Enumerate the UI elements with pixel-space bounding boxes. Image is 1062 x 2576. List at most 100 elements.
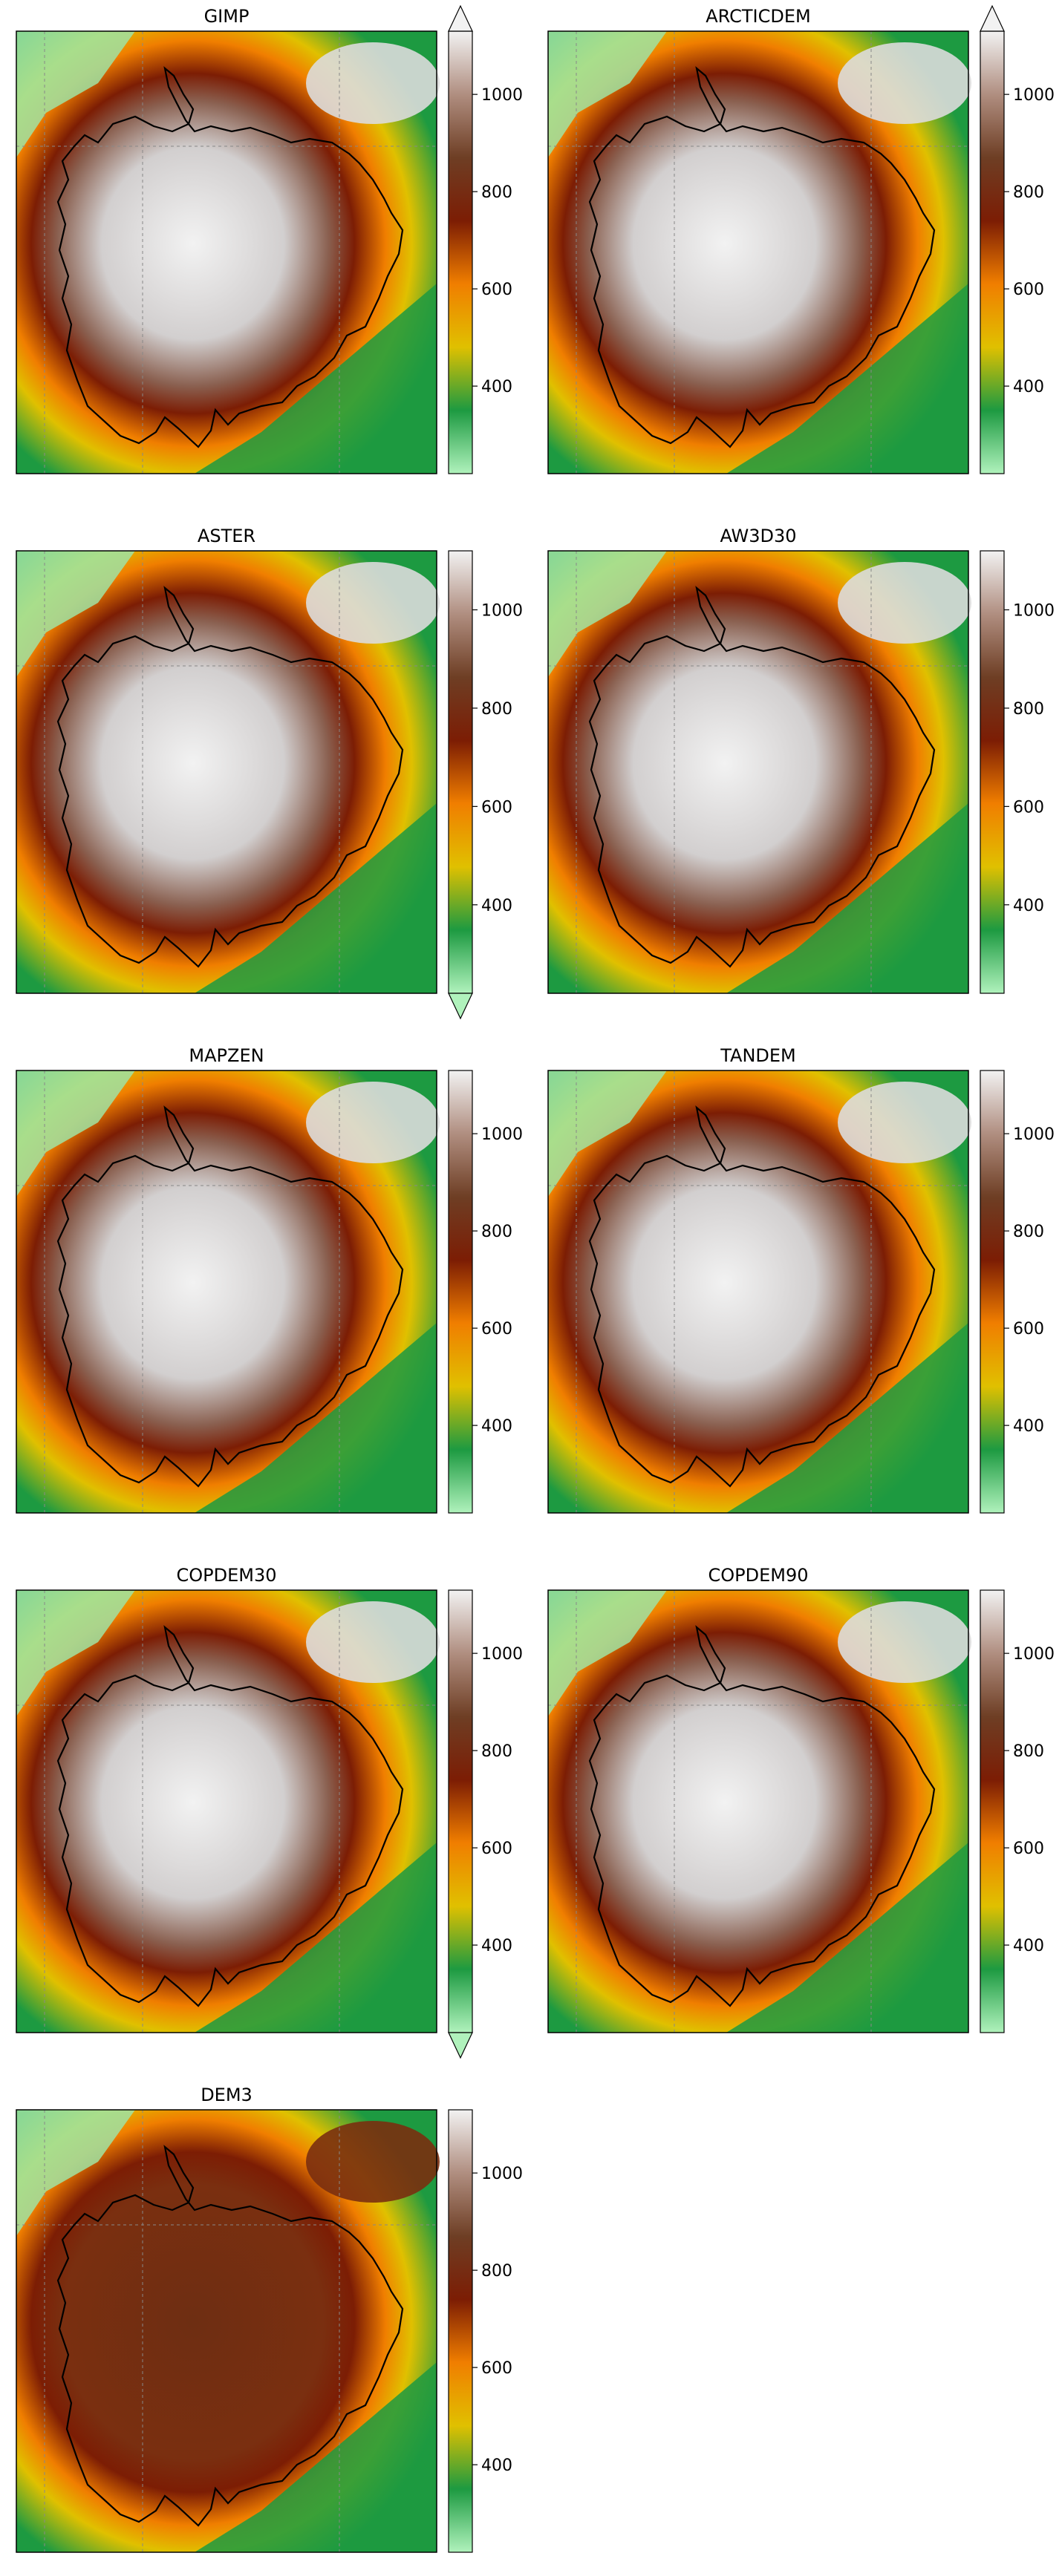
colorbar-tick-label: 800: [481, 1742, 512, 1761]
plateau-area: [838, 1082, 971, 1163]
panel-title: TANDEM: [720, 1045, 796, 1066]
colorbar-tick-label: 400: [1013, 378, 1044, 396]
lowland-area: [16, 1590, 135, 1716]
valley-area: [726, 1323, 968, 1513]
lowland-area: [548, 551, 667, 677]
map-frame: [547, 1589, 969, 2033]
colorbar-tick-label: 800: [481, 2262, 512, 2281]
colorbar: 400 600 800 1000: [980, 4, 1055, 474]
plateau-area: [306, 562, 440, 644]
colorbar: 400 600 800 1000: [448, 550, 523, 1020]
colorbar-tick-label: 600: [1013, 798, 1044, 817]
map-frame: [16, 1589, 437, 2033]
map-frame: [547, 30, 969, 474]
colorbar: 400 600 800 1000: [448, 1589, 523, 2059]
lowland-area: [16, 31, 135, 157]
ice-cap-outline: [588, 1625, 936, 2007]
valley-area: [195, 1843, 437, 2033]
colorbar-gradient: [980, 1070, 1005, 1514]
colorbar-gradient: [980, 30, 1005, 474]
ice-cap-outline: [56, 1625, 404, 2007]
colorbar-tick-label: 1000: [1013, 601, 1055, 620]
valley-area: [726, 1843, 968, 2033]
colorbar-gradient: [980, 550, 1005, 994]
colorbar-tick-label: 800: [481, 1223, 512, 1241]
map-frame: [16, 1070, 437, 1514]
valley-area: [195, 284, 437, 474]
panel-title: GIMP: [204, 6, 250, 27]
plateau-area: [838, 1601, 971, 1683]
ice-cap-outline: [56, 66, 404, 448]
lowland-area: [548, 31, 667, 157]
colorbar-tick-label: 800: [1013, 1223, 1044, 1241]
valley-area: [726, 284, 968, 474]
lowland-area: [16, 1070, 135, 1197]
plateau-area: [306, 1082, 440, 1163]
ice-cap-outline: [588, 1105, 936, 1488]
colorbar-extend-min: [448, 993, 473, 1020]
colorbar-tick-label: 1000: [481, 1125, 523, 1144]
colorbar-tick-label: 1000: [481, 2165, 523, 2183]
plateau-area: [306, 2121, 440, 2203]
colorbar-extend-min: [448, 2032, 473, 2059]
colorbar-tick-label: 400: [1013, 897, 1044, 915]
colorbar-tick-label: 400: [481, 897, 512, 915]
colorbar-tick-label: 600: [481, 798, 512, 817]
colorbar-extend-max: [448, 4, 473, 32]
valley-area: [195, 2362, 437, 2552]
colorbar-tick-label: 1000: [481, 601, 523, 620]
panel-title: DEM3: [201, 2085, 253, 2105]
colorbar-tick-label: 600: [1013, 1840, 1044, 1858]
ice-cap-outline: [56, 2145, 404, 2527]
colorbar-tick-label: 400: [481, 2456, 512, 2475]
panel-aw3d30: AW3D30 400 600 800 1000: [547, 526, 1055, 994]
colorbar-tick-label: 1000: [1013, 1645, 1055, 1664]
colorbar-tick-label: 800: [1013, 1742, 1044, 1761]
colorbar-tick-label: 600: [1013, 1320, 1044, 1338]
colorbar-tick-label: 800: [1013, 183, 1044, 202]
panel-mapzen: MAPZEN 400 600 800 1000: [16, 1045, 523, 1514]
lowland-area: [548, 1590, 667, 1716]
panel-aster: ASTER 400 600 800 1000: [16, 526, 523, 1020]
valley-area: [195, 803, 437, 993]
colorbar: 400 600 800 1000: [448, 2109, 523, 2553]
colorbar-tick-label: 600: [481, 281, 512, 299]
lowland-area: [548, 1070, 667, 1197]
panel-dem3: DEM3 400 600 800 1000: [16, 2085, 523, 2553]
colorbar-tick-label: 1000: [481, 86, 523, 105]
colorbar: 400 600 800 1000: [980, 550, 1055, 994]
panel-tandem: TANDEM 400 600 800 1000: [547, 1045, 1055, 1514]
ice-cap-outline: [588, 66, 936, 448]
colorbar-tick-label: 600: [481, 2359, 512, 2378]
plateau-area: [306, 42, 440, 124]
lowland-area: [16, 551, 135, 677]
colorbar-gradient: [448, 550, 473, 994]
ice-cap-outline: [588, 586, 936, 968]
panel-gimp: GIMP 400 600 800 1000: [16, 4, 523, 474]
map-frame: [16, 550, 437, 994]
map-frame: [547, 550, 969, 994]
ice-cap-outline: [56, 586, 404, 968]
colorbar-gradient: [448, 30, 473, 474]
colorbar-tick-label: 400: [481, 1937, 512, 1955]
colorbar-tick-label: 800: [481, 183, 512, 202]
plateau-area: [838, 562, 971, 644]
map-frame: [16, 2109, 437, 2553]
colorbar-tick-label: 1000: [1013, 86, 1055, 105]
colorbar-tick-label: 1000: [1013, 1125, 1055, 1144]
valley-area: [726, 803, 968, 993]
colorbar-gradient: [448, 2109, 473, 2553]
colorbar-tick-label: 600: [1013, 281, 1044, 299]
colorbar-tick-label: 400: [1013, 1937, 1044, 1955]
panel-title: COPDEM90: [708, 1565, 808, 1586]
colorbar-tick-label: 1000: [481, 1645, 523, 1664]
colorbar-tick-label: 400: [1013, 1417, 1044, 1436]
panel-title: AW3D30: [720, 526, 796, 546]
colorbar-tick-label: 600: [481, 1840, 512, 1858]
ice-cap-outline: [56, 1105, 404, 1488]
colorbar-tick-label: 400: [481, 1417, 512, 1436]
panel-title: ARCTICDEM: [706, 6, 811, 27]
map-frame: [547, 1070, 969, 1514]
panel-title: ASTER: [198, 526, 255, 546]
